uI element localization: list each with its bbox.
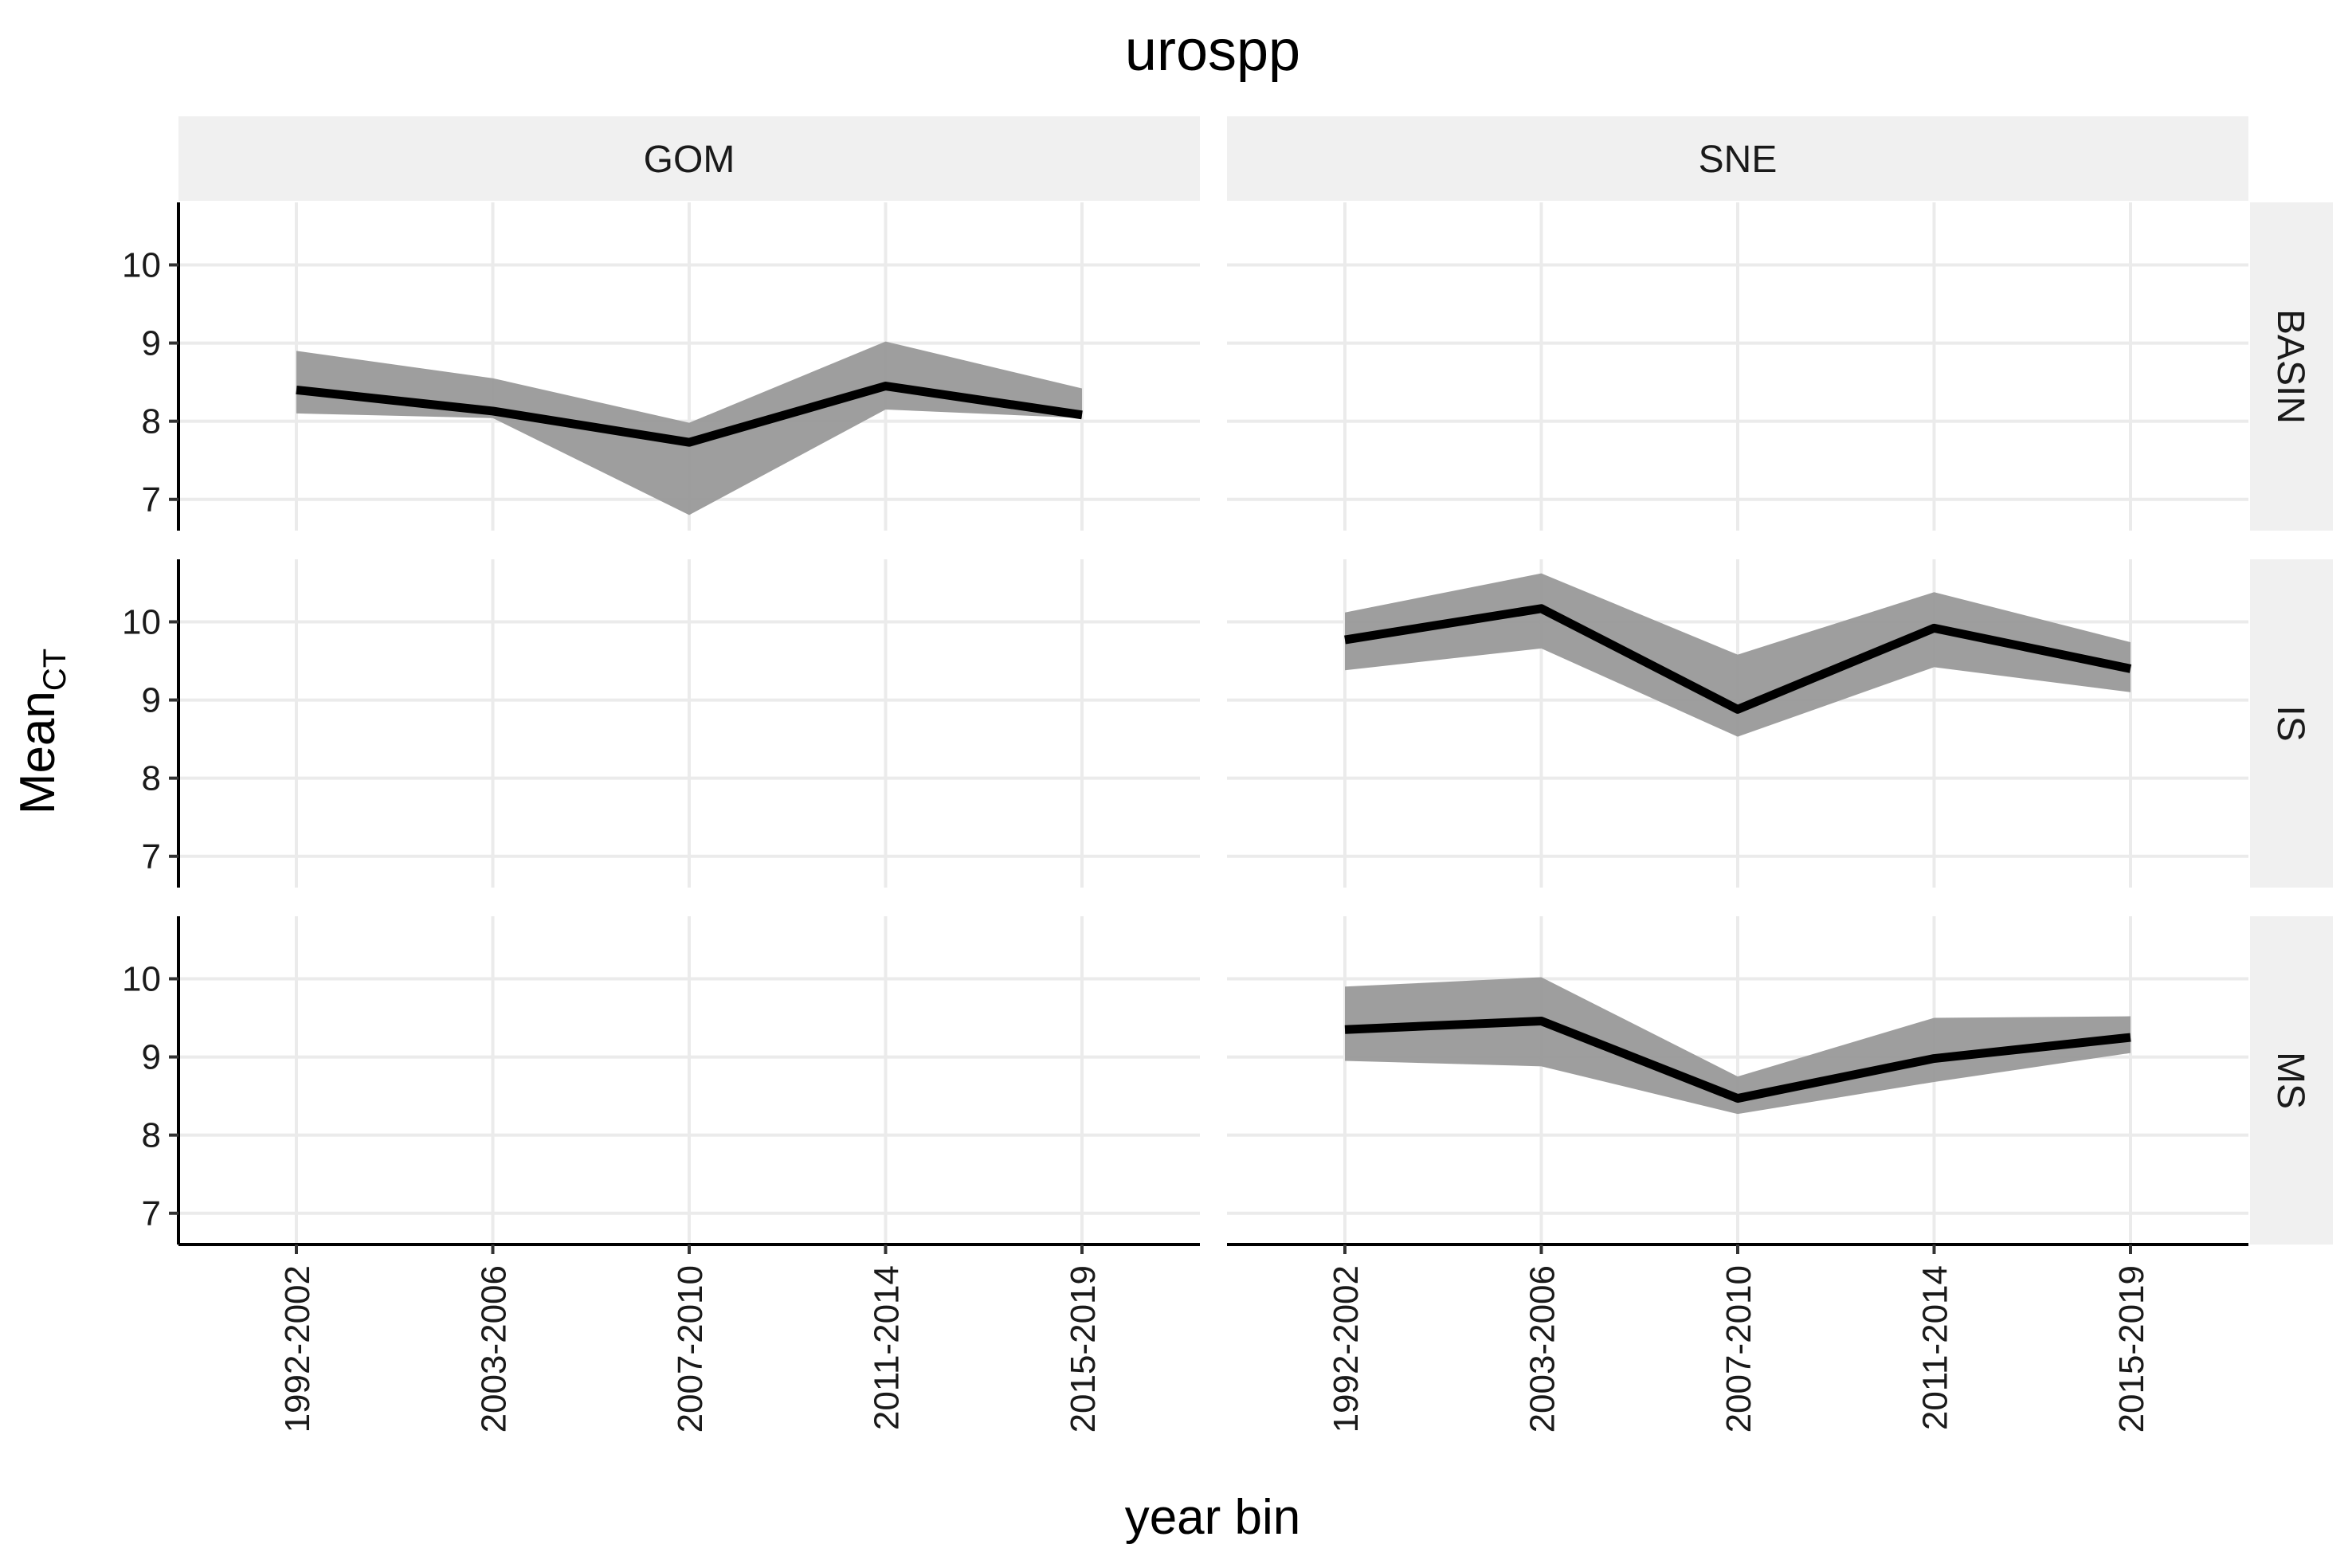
series-line-sne-ms xyxy=(1344,1016,2131,1103)
strip-sne-background xyxy=(1227,116,2248,201)
strip-gom-label: GOM xyxy=(644,139,735,181)
x-tick-label: 2015-2019 xyxy=(1064,1265,1103,1433)
x-axis-title: year bin xyxy=(1125,1490,1301,1545)
x-tick-label: 2015-2019 xyxy=(2112,1265,2151,1433)
strip-sne-label: SNE xyxy=(1699,139,1778,181)
y-tick-label: 7 xyxy=(142,1194,161,1233)
strip-is-background xyxy=(2250,559,2333,888)
strip-is-label: IS xyxy=(2269,705,2311,741)
chart-title: urospp xyxy=(1125,19,1300,83)
y-tick-label: 7 xyxy=(142,480,161,519)
x-tick-label: 2003-2006 xyxy=(1523,1265,1562,1433)
y-tick-label: 10 xyxy=(122,959,161,998)
strip-ms-background xyxy=(2250,916,2333,1245)
y-axis-title-main: Mean xyxy=(10,691,65,814)
strip-basin-background xyxy=(2250,202,2333,531)
y-tick-label: 10 xyxy=(122,245,161,284)
series-line-gom-basin xyxy=(296,382,1083,447)
y-tick-label: 9 xyxy=(142,324,161,363)
strip-basin-label: BASIN xyxy=(2269,309,2311,424)
x-tick-label: 2007-2010 xyxy=(671,1265,710,1433)
x-tick-label: 1992-2002 xyxy=(278,1265,317,1433)
series-line-sne-is xyxy=(1344,604,2132,714)
strip-ms-label: MS xyxy=(2269,1052,2311,1109)
x-tick-label: 2011-2014 xyxy=(1916,1265,1955,1430)
y-tick-label: 10 xyxy=(122,602,161,641)
y-tick-label: 9 xyxy=(142,1038,161,1077)
x-tick-label: 2011-2014 xyxy=(868,1265,907,1430)
y-axis-title-subscript: CT xyxy=(37,649,73,691)
y-tick-label: 7 xyxy=(142,837,161,876)
confidence-band-sne-is xyxy=(1345,573,2131,737)
y-axis-title: MeanCT xyxy=(10,649,73,814)
y-tick-label: 8 xyxy=(142,1116,161,1155)
y-tick-label: 8 xyxy=(142,759,161,798)
y-tick-label: 8 xyxy=(142,402,161,441)
confidence-band-sne-ms xyxy=(1345,977,2131,1115)
x-tick-label: 2007-2010 xyxy=(1719,1265,1758,1433)
panels-layer: GOM SNE BASIN IS MS 7 8 9 10 7 8 9 10 7 8 9 10 1992-2002 2… xyxy=(122,116,2333,1433)
x-tick-label: 2003-2006 xyxy=(475,1265,514,1433)
y-tick-label: 9 xyxy=(142,681,161,720)
strip-gom-background xyxy=(178,116,1200,201)
x-tick-label: 1992-2002 xyxy=(1327,1265,1366,1433)
